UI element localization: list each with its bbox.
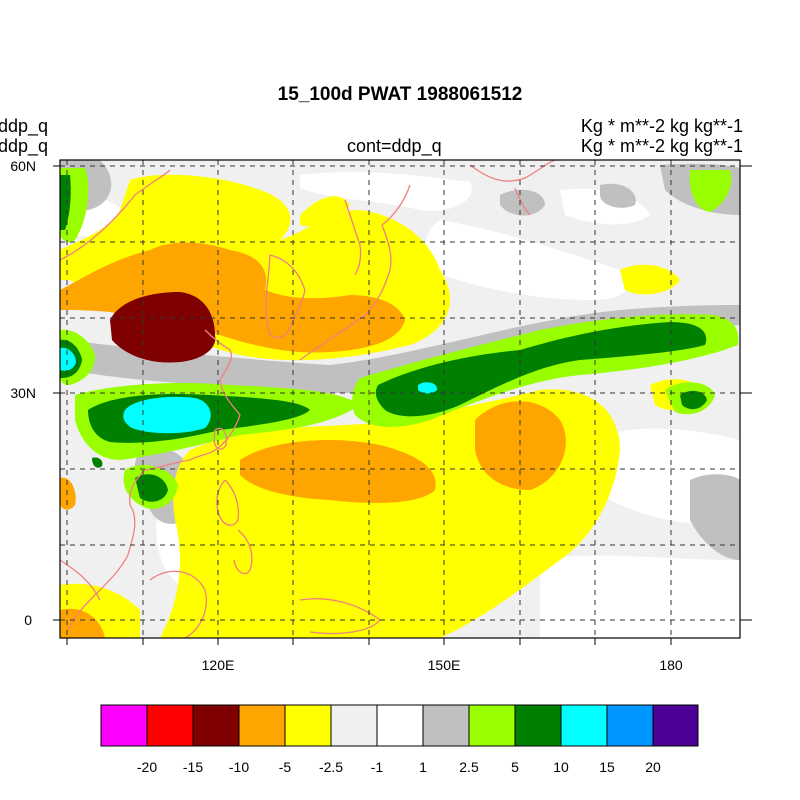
coastlines: [60, 160, 556, 638]
coastline-newguinea: [299, 598, 381, 635]
colorbar-box: [100, 704, 148, 747]
colorbar-label: 15: [599, 759, 615, 775]
colorbar-label: -20: [137, 759, 157, 775]
contour-fill: [300, 172, 472, 211]
units-label-top: Kg * m**-2 kg kg**-1: [580, 116, 743, 136]
gridlines: [60, 160, 740, 638]
colorbar-box: [606, 704, 654, 747]
contour-fill: [690, 474, 740, 560]
lon-tick-label: 150E: [428, 657, 461, 673]
colorbar-box: [468, 704, 516, 747]
colorbar-label: -1: [371, 759, 384, 775]
colorbar-box: [146, 704, 194, 747]
map-title: 15_100d PWAT 1988061512: [277, 84, 523, 105]
colorbar-label: 20: [645, 759, 661, 775]
colorbar-box: [330, 704, 378, 747]
coastline-sakhalin: [344, 199, 362, 276]
contour-fill: [110, 292, 216, 363]
colorbar-box: [376, 704, 424, 747]
units-label-bottom: Kg * m**-2 kg kg**-1: [580, 136, 743, 156]
colorbar-box: [652, 704, 699, 747]
contour-fill: [240, 440, 436, 503]
coastline-asia-east: [60, 169, 241, 631]
left-label-bottom: ddp_q: [0, 136, 49, 156]
colorbar-box: [514, 704, 562, 747]
contour-fill: [123, 396, 211, 434]
center-subtitle: cont=ddp_q: [347, 136, 442, 156]
contour-fill: [60, 242, 405, 353]
contour-fill: [92, 457, 103, 468]
colorbar-box: [192, 704, 240, 747]
contour-fill: [475, 401, 566, 490]
contour-fill: [375, 322, 707, 417]
lon-tick-label: 180: [659, 657, 683, 673]
contour-fill: [689, 170, 732, 212]
lat-tick-label: 60N: [10, 158, 36, 174]
contour-fill: [60, 175, 71, 230]
coastline-korea: [265, 254, 306, 339]
colorbar-label: 5: [511, 759, 519, 775]
lat-tick-label: 30N: [10, 385, 36, 401]
plot-frame: [59, 159, 741, 639]
contour-fill: [60, 608, 105, 638]
contour-fill: [60, 477, 76, 510]
lon-tick-label: 120E: [202, 657, 235, 673]
colorbar-label: -5: [279, 759, 292, 775]
colorbar-box: [284, 704, 332, 747]
contour-fill: [300, 196, 350, 227]
lat-tick-label: 0: [24, 612, 32, 628]
map-plot-area: [60, 160, 740, 638]
coastline-taiwan: [213, 427, 228, 450]
colorbar: -20 -15 -10 -5 -2.5 -1 1 2.5 5 10 15 20: [100, 704, 699, 775]
coastline-japan: [299, 184, 411, 361]
contour-fill: [620, 264, 680, 295]
contour-fill: [60, 347, 76, 371]
coastline-borneo: [60, 559, 207, 638]
colorbar-box: [560, 704, 608, 747]
contour-fill: [600, 183, 636, 208]
colorbar-label: -15: [183, 759, 203, 775]
colorbar-label: -10: [229, 759, 249, 775]
colorbar-box: [422, 704, 470, 747]
contour-fill: [424, 220, 629, 300]
contour-fill: [500, 189, 545, 216]
colorbar-box: [238, 704, 286, 747]
colorbar-label: 2.5: [459, 759, 479, 775]
contour-fill: [680, 390, 707, 410]
pwat-anomaly-shading: [60, 160, 740, 638]
colorbar-label: -2.5: [319, 759, 343, 775]
contour-fill: [418, 382, 438, 394]
left-label-top: ddp_q: [0, 116, 49, 136]
coastline-kamchatka: [469, 160, 556, 216]
colorbar-label: 10: [553, 759, 569, 775]
axis-ticks: [53, 165, 752, 645]
colorbar-label: 1: [419, 759, 427, 775]
contour-fill: [540, 555, 740, 638]
